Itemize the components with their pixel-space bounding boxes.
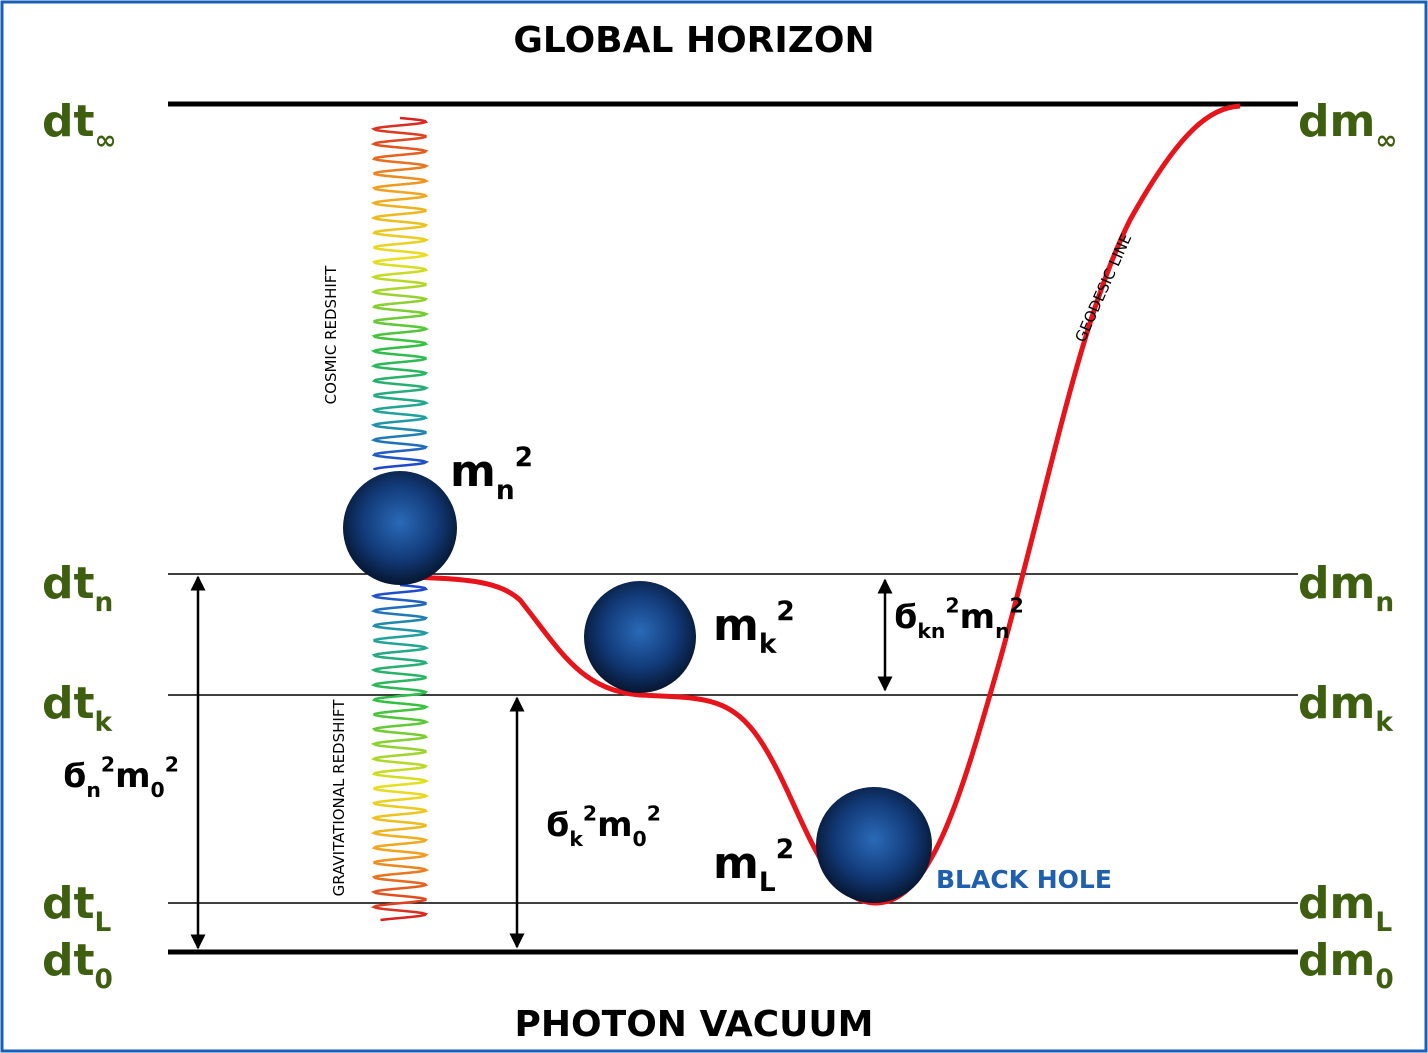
title: GLOBAL HORIZON — [513, 20, 874, 61]
label-base: ϭ — [62, 756, 86, 796]
arrows — [190, 575, 893, 950]
label: dmk — [1298, 678, 1394, 738]
label: dtn — [42, 558, 113, 618]
wave — [370, 116, 430, 471]
label-base: m — [450, 446, 496, 497]
label-base: dt — [42, 935, 95, 986]
mass-sphere — [816, 787, 932, 903]
label-sub: L — [759, 867, 776, 898]
label-sub: k — [1375, 707, 1394, 738]
annotation: COSMIC REDSHIFT — [322, 265, 340, 404]
label-sub: L — [1375, 907, 1392, 938]
label-sub: k — [569, 827, 583, 851]
label: dm0 — [1298, 935, 1394, 995]
label-base: dm — [1298, 558, 1375, 609]
label-base: dt — [42, 878, 95, 929]
label-sup: 2 — [945, 594, 959, 618]
label-sub: n — [95, 587, 114, 618]
label: dtk — [42, 678, 114, 738]
label: mk2 — [713, 596, 795, 660]
annotation: GRAVITATIONAL REDSHIFT — [330, 699, 348, 897]
label-base: m — [115, 756, 150, 796]
label-base: dt — [42, 678, 95, 729]
label-sup: 2 — [515, 442, 533, 473]
mass-sphere — [343, 471, 457, 585]
label: dmL — [1298, 878, 1392, 938]
label-sup: 2 — [165, 753, 179, 777]
label-sub: 0 — [1375, 964, 1393, 995]
label-sup: 2 — [647, 802, 661, 826]
label-base: dm — [1298, 96, 1375, 147]
label-base: dm — [1298, 878, 1375, 929]
label-sub: ∞ — [1375, 125, 1397, 156]
wave — [370, 583, 430, 922]
label: dt∞ — [42, 96, 117, 156]
levels — [168, 101, 1298, 955]
label-sup: 2 — [101, 753, 115, 777]
label-sub: kn — [917, 619, 945, 643]
geodesic-line — [399, 103, 1241, 906]
label-sub: k — [759, 629, 778, 660]
label-base: dt — [42, 558, 95, 609]
label-base: ϭ — [893, 597, 917, 637]
label-base: m — [713, 600, 759, 651]
label-base: m — [960, 597, 995, 637]
black-hole-label: BLACK HOLE — [936, 865, 1112, 894]
label-sub: 0 — [151, 778, 165, 802]
label-sub: n — [496, 475, 515, 506]
label-base: dm — [1298, 935, 1375, 986]
label-sup: 2 — [776, 596, 794, 627]
label-sup: 2 — [1010, 594, 1024, 618]
label: ϭk2m02 — [545, 802, 661, 852]
annotation: GEODESIC LINE — [1071, 231, 1135, 345]
label: mL2 — [713, 834, 794, 898]
label-sub: 0 — [633, 827, 647, 851]
label-sub: ∞ — [95, 125, 117, 156]
label: dmn — [1298, 558, 1394, 618]
footer-title: PHOTON VACUUM — [515, 1004, 874, 1045]
label-sub: n — [86, 778, 101, 802]
label-base: dm — [1298, 678, 1375, 729]
label: ϭn2m02 — [62, 753, 179, 803]
label-sub: k — [95, 707, 114, 738]
label-base: ϭ — [545, 805, 569, 845]
label-sup: 2 — [776, 834, 794, 865]
label: dt0 — [42, 935, 113, 995]
label-sub: n — [995, 619, 1010, 643]
label-base: dt — [42, 96, 95, 147]
label-sup: 2 — [583, 802, 597, 826]
mass-sphere — [584, 581, 696, 693]
label: ϭkn2mn2 — [893, 594, 1024, 644]
label-base: m — [713, 838, 759, 889]
label-sub: 0 — [95, 964, 113, 995]
label-sub: L — [95, 907, 112, 938]
label: mn2 — [450, 442, 533, 506]
label: dm∞ — [1298, 96, 1397, 156]
label: dtL — [42, 878, 112, 938]
label-base: m — [597, 805, 632, 845]
label-sub: n — [1375, 587, 1394, 618]
